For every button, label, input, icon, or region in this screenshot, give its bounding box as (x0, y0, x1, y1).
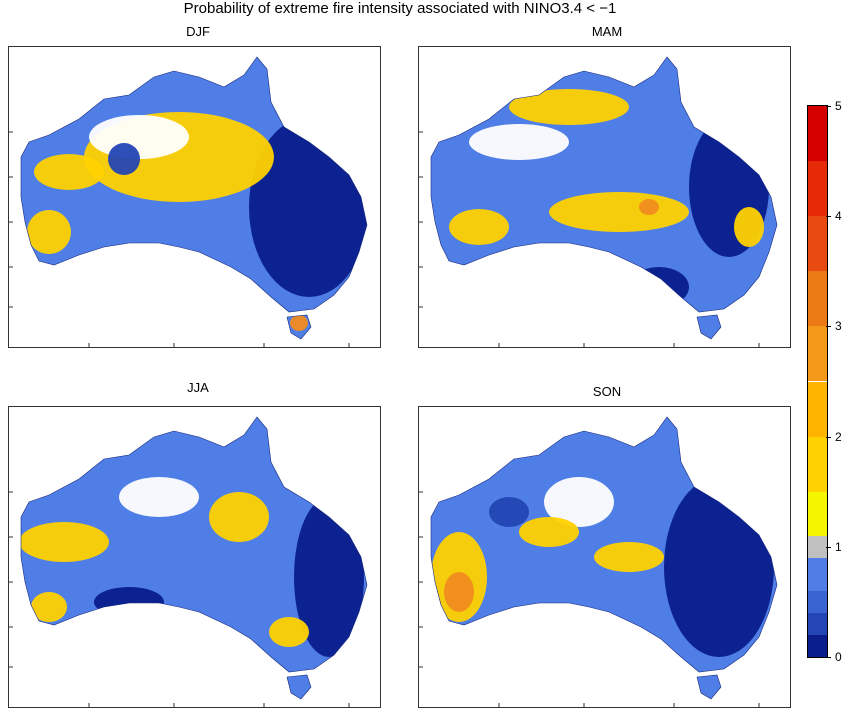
panel-label-mam: MAM (591, 24, 623, 39)
panel-label-djf: DJF (186, 24, 210, 39)
colorbar-band (808, 436, 827, 492)
colorbar-band (808, 326, 827, 382)
colorbar-band (808, 161, 827, 217)
coastline (430, 416, 778, 673)
probability-region (469, 124, 569, 160)
probability-region (94, 587, 164, 617)
probability-region (549, 192, 689, 232)
probability-region (290, 315, 308, 331)
probability-region (108, 143, 140, 175)
colorbar-band (808, 590, 827, 613)
colorbar-tick-label: 3 (835, 319, 842, 334)
colorbar-tick-mark (826, 106, 831, 107)
australia-map-jja (9, 416, 368, 707)
tasmania-coastline (286, 314, 312, 340)
colorbar-band (808, 381, 827, 437)
colorbar-tick-mark (826, 326, 831, 328)
probability-region (519, 517, 579, 547)
probability-region (629, 267, 689, 307)
probability-region (209, 492, 269, 542)
colorbar-band (808, 106, 827, 162)
australia-map-djf (9, 56, 368, 347)
colorbar-band (808, 612, 827, 635)
probability-region (444, 572, 474, 612)
probability-region (21, 522, 109, 562)
map-panel-jja (8, 406, 381, 708)
probability-region (509, 89, 629, 125)
panel-label-jja: JJA (187, 380, 209, 395)
colorbar-tick-mark (826, 657, 831, 658)
colorbar-tick-mark (826, 546, 831, 548)
probability-region (489, 497, 529, 527)
probability-region (294, 497, 364, 657)
figure-title: Probability of extreme fire intensity as… (183, 0, 617, 17)
tasmania-coastline (696, 314, 722, 340)
probability-region (269, 617, 309, 647)
australia-map-son (419, 416, 778, 707)
colorbar-band (808, 216, 827, 272)
panel-label-son: SON (592, 384, 622, 399)
colorbar-tick-label: 1 (835, 539, 842, 554)
colorbar-band (808, 535, 827, 558)
probability-region (544, 477, 614, 527)
map-panel-son (418, 406, 791, 708)
probability-region (594, 542, 664, 572)
colorbar-tick-label: 5 (835, 99, 842, 113)
probability-region (89, 115, 189, 159)
map-panel-mam (418, 46, 791, 348)
colorbar (807, 105, 828, 658)
colorbar-tick-label: 2 (835, 429, 842, 444)
colorbar-band (808, 271, 827, 327)
probability-region (449, 209, 509, 245)
colorbar-tick-label: 0 (835, 650, 842, 664)
probability-region (639, 199, 659, 215)
coastline (20, 416, 368, 673)
probability-region (154, 210, 244, 240)
colorbar-band (808, 557, 827, 591)
probability-region (664, 477, 774, 657)
probability-region (27, 210, 71, 254)
tasmania-coastline (286, 674, 312, 700)
colorbar-tick-mark (826, 216, 831, 218)
coastline (20, 56, 368, 313)
probability-region (734, 207, 764, 247)
probability-region (119, 477, 199, 517)
colorbar-tick-label: 4 (835, 209, 842, 224)
tasmania-coastline (696, 674, 722, 700)
australia-map-mam (419, 56, 778, 347)
coastline (430, 56, 778, 313)
probability-region (34, 154, 104, 190)
probability-region (31, 592, 67, 622)
colorbar-band (808, 491, 827, 536)
colorbar-band (808, 634, 827, 657)
map-panel-djf (8, 46, 381, 348)
colorbar-tick-mark (826, 436, 831, 438)
